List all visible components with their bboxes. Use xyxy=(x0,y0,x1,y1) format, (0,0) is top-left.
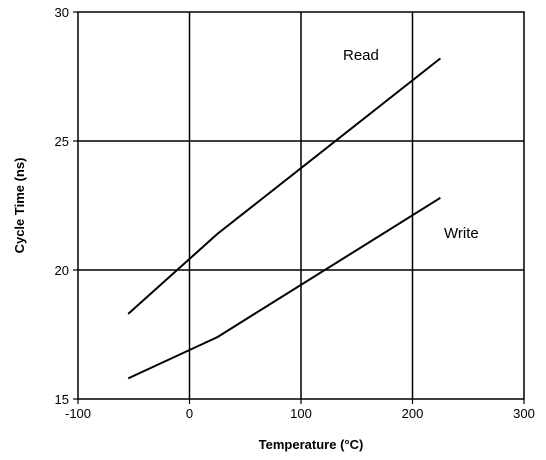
tick-marks xyxy=(73,11,525,404)
x-tick-label: 300 xyxy=(513,406,535,421)
y-tick-label: 25 xyxy=(55,134,69,149)
read-series-label: Read xyxy=(343,47,379,64)
write-series-line xyxy=(127,196,441,380)
series-labels: Read Write xyxy=(343,47,479,242)
y-tick-label: 30 xyxy=(55,5,69,20)
x-axis-title: Temperature (°C) xyxy=(259,437,364,452)
write-series-label: Write xyxy=(444,225,479,242)
x-tick-label: 0 xyxy=(186,406,193,421)
grid-lines xyxy=(78,12,524,399)
y-axis-title: Cycle Time (ns) xyxy=(12,158,27,254)
y-tick-label: 20 xyxy=(55,263,69,278)
x-tick-labels: -100 0 100 200 300 xyxy=(65,406,535,421)
y-tick-label: 15 xyxy=(55,392,69,407)
x-tick-label: 100 xyxy=(290,406,312,421)
x-tick-label: -100 xyxy=(65,406,91,421)
y-tick-labels: 15 20 25 30 xyxy=(55,5,69,407)
read-series-line xyxy=(127,57,442,315)
x-tick-label: 200 xyxy=(402,406,424,421)
series-lines xyxy=(127,57,442,380)
